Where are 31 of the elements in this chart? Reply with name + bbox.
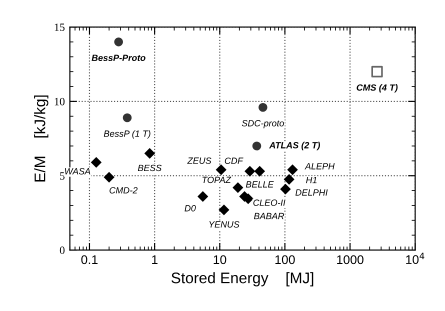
annotation: BESS	[138, 164, 162, 172]
annotation: DELPHI	[295, 189, 328, 196]
annotation: TOPAZ	[202, 176, 232, 184]
annotation: BessP (1 T)	[104, 130, 150, 139]
annotation: ALEPH	[304, 163, 335, 170]
x-tick-label: 0.1	[81, 255, 98, 264]
y-tick-label: 10	[54, 98, 65, 106]
x-tick-label: 1	[152, 255, 158, 264]
annotation: CMD-2	[110, 187, 138, 194]
x-tick-label: 100	[275, 255, 295, 264]
x-axis-title: Stored Energy [MJ]	[171, 272, 314, 286]
annotation: WASA	[65, 168, 90, 174]
annotation: BELLE	[246, 181, 274, 188]
y-axis-title: E/M [kJ/kg]	[34, 95, 48, 182]
annotation: CLEO-II	[253, 200, 286, 206]
annotation: BessP-Proto	[92, 54, 146, 62]
annotation: ATLAS (2 T)	[269, 142, 320, 150]
annotation: CDF	[224, 158, 244, 164]
annotation: YENUS	[209, 221, 240, 228]
x-tick-label: 1000	[337, 255, 364, 264]
annotation: BABAR	[254, 212, 284, 220]
y-tick-label: 15	[54, 24, 65, 32]
annotation: ZEUS	[187, 157, 212, 164]
annotation: H1	[306, 176, 317, 184]
x-tick-label: 10$^{4}$	[406, 252, 424, 264]
y-tick-label: 5	[60, 172, 65, 180]
x-tick-label: 10	[214, 255, 226, 264]
y-tick-label: 0	[60, 246, 65, 254]
annotation: SDC-proto	[242, 120, 284, 128]
annotation: D0	[184, 205, 196, 212]
annotation: CMS (4 T)	[356, 84, 398, 93]
